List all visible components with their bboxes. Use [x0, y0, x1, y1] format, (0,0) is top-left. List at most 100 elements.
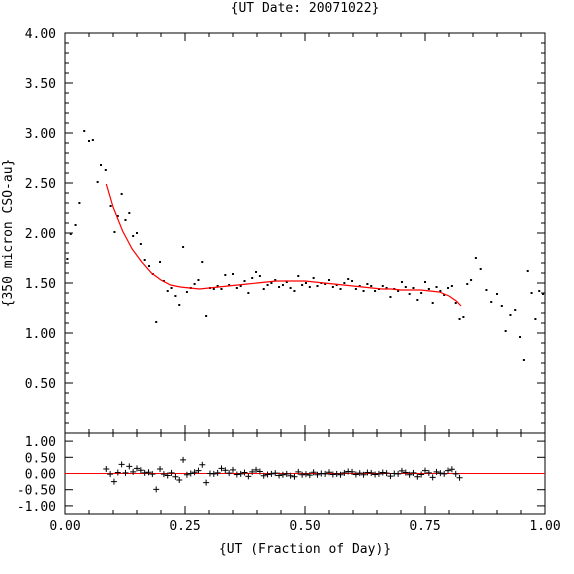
residual-point — [157, 465, 164, 472]
data-point — [526, 270, 529, 272]
residual-point — [299, 471, 306, 478]
data-point — [212, 288, 215, 290]
data-point — [479, 268, 482, 270]
data-point — [443, 294, 446, 296]
residual-y-tick-label: -1.00 — [17, 500, 56, 515]
data-point — [66, 258, 69, 260]
x-tick-label: 0.50 — [289, 519, 320, 534]
data-point — [412, 287, 415, 289]
residual-point — [448, 466, 455, 473]
x-tick-label: 0.00 — [49, 519, 80, 534]
data-point — [239, 285, 242, 287]
residual-point — [360, 471, 367, 478]
residual-point — [260, 472, 267, 479]
residual-point — [302, 471, 309, 478]
residual-point — [241, 469, 248, 476]
data-point — [69, 233, 72, 235]
data-point — [247, 292, 250, 294]
data-point — [343, 282, 346, 284]
data-point — [159, 261, 162, 263]
residual-point — [226, 470, 233, 477]
residual-point — [379, 469, 386, 476]
residual-point — [176, 476, 183, 483]
data-point — [470, 279, 473, 281]
residual-point — [456, 474, 463, 481]
chart-title: {UT Date: 20071022} — [231, 1, 380, 16]
y-tick-label: 2.00 — [25, 227, 56, 242]
data-point — [420, 292, 423, 294]
x-tick-label: 0.75 — [409, 519, 440, 534]
residual-point — [276, 472, 283, 479]
data-point — [354, 288, 357, 290]
y-tick-label: 2.50 — [25, 177, 56, 192]
residual-point — [203, 479, 210, 486]
residual-point — [422, 467, 428, 474]
data-point — [404, 286, 407, 288]
data-point — [128, 212, 131, 214]
data-point — [166, 290, 169, 292]
y-tick-label: 3.50 — [25, 77, 56, 92]
residual-point — [233, 471, 240, 478]
data-point — [366, 283, 369, 285]
residual-point — [168, 469, 175, 476]
data-point — [447, 287, 450, 289]
residual-point — [195, 467, 202, 474]
data-point — [328, 279, 330, 281]
residual-point — [145, 469, 152, 476]
residual-point — [103, 465, 110, 472]
data-point — [197, 279, 200, 281]
data-point — [78, 202, 81, 204]
residual-point — [314, 471, 321, 478]
data-point — [474, 257, 477, 259]
data-point — [91, 139, 94, 141]
residual-point — [191, 469, 198, 476]
residual-point — [429, 474, 436, 481]
data-point — [235, 287, 238, 289]
residual-point — [395, 470, 402, 477]
residual-y-tick-label: -0.50 — [17, 484, 56, 499]
data-point — [496, 293, 498, 295]
residual-point — [222, 467, 229, 474]
residual-point — [249, 468, 256, 475]
data-point — [500, 305, 503, 307]
data-point — [347, 278, 350, 280]
data-point — [522, 359, 525, 361]
data-point — [339, 288, 342, 290]
residual-point — [118, 461, 125, 468]
data-point — [174, 295, 177, 297]
residual-point — [187, 470, 194, 477]
data-point — [74, 224, 77, 226]
residual-point — [437, 470, 444, 477]
data-point — [534, 318, 537, 320]
data-point — [439, 290, 442, 292]
residual-point — [214, 469, 221, 476]
residual-point — [375, 470, 382, 477]
data-point — [362, 290, 365, 292]
x-tick-label: 1.00 — [529, 519, 560, 534]
data-point — [205, 315, 208, 317]
residual-point — [183, 471, 190, 478]
residual-point — [287, 472, 294, 479]
fit-curve — [105, 183, 462, 307]
data-point — [454, 302, 457, 304]
data-point — [120, 193, 123, 195]
data-point — [519, 336, 522, 338]
data-point — [324, 283, 327, 285]
residual-point — [134, 465, 140, 472]
data-point — [308, 286, 311, 288]
data-point — [416, 299, 419, 301]
residual-point — [402, 469, 409, 476]
data-point — [143, 259, 146, 261]
data-point — [132, 235, 135, 237]
data-point — [228, 284, 231, 286]
data-point — [109, 205, 112, 207]
residual-point — [107, 471, 114, 478]
data-point — [255, 271, 258, 273]
data-point — [104, 169, 107, 171]
residual-point — [333, 470, 340, 477]
data-point — [170, 287, 173, 289]
y-axis-label: {350 micron CSO-au} — [1, 159, 16, 308]
data-point — [538, 290, 541, 292]
data-point — [220, 288, 223, 290]
